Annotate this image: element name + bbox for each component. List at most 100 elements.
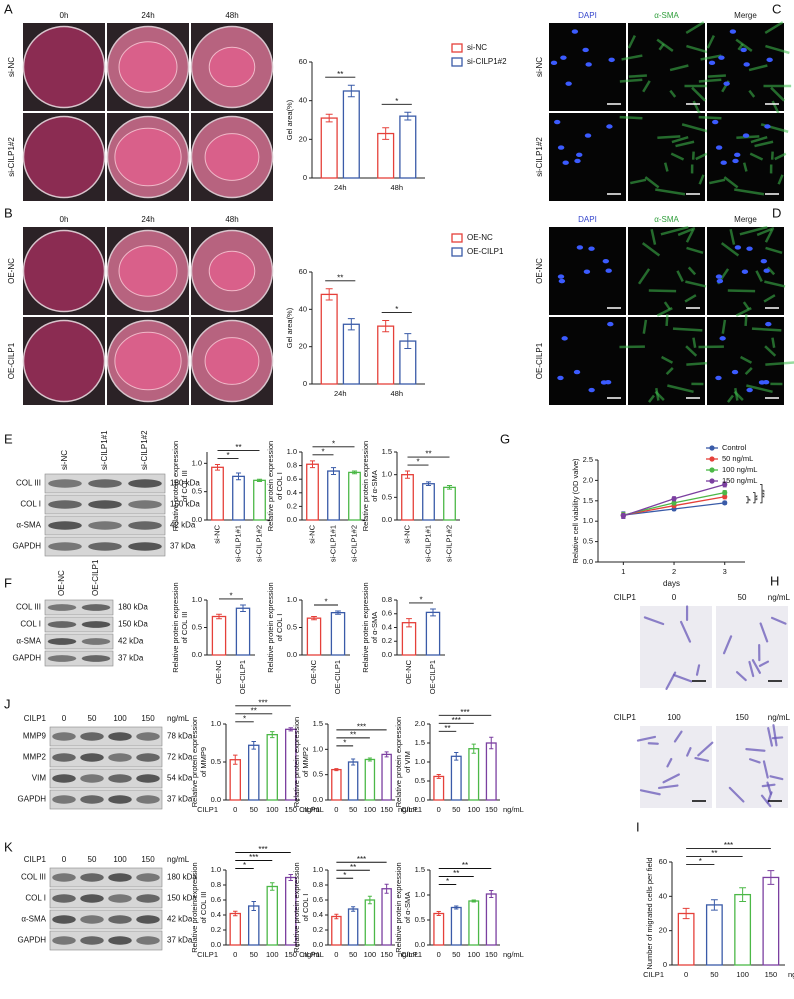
fiber bbox=[691, 86, 707, 102]
fiber bbox=[642, 80, 651, 93]
x-tick-label: OE-CILP1 bbox=[238, 660, 247, 694]
band bbox=[108, 795, 132, 804]
y-tick-label: 0.5 bbox=[192, 487, 202, 496]
y-axis-label: Relative protein expression bbox=[190, 717, 199, 807]
nucleus bbox=[588, 387, 595, 393]
lane-label: 150 bbox=[141, 714, 155, 723]
cell bbox=[770, 616, 787, 625]
row-label: si-NC bbox=[535, 57, 544, 77]
band bbox=[80, 795, 104, 804]
blot-strip bbox=[49, 867, 163, 888]
cell bbox=[657, 784, 679, 790]
bar bbox=[401, 622, 417, 656]
significance-bracket bbox=[746, 496, 749, 504]
significance-label: ** bbox=[425, 450, 431, 459]
error-bar bbox=[251, 740, 256, 750]
fiber bbox=[764, 228, 774, 243]
gel bbox=[208, 250, 256, 292]
significance-label: ** bbox=[350, 863, 356, 872]
cell bbox=[662, 773, 680, 784]
significance-label: ** bbox=[462, 861, 468, 870]
significance-label: * bbox=[324, 598, 327, 607]
cell bbox=[686, 747, 692, 757]
bar bbox=[381, 888, 392, 946]
y-axis-label: Relative protein expression bbox=[171, 582, 180, 672]
legend-marker bbox=[709, 445, 715, 451]
bar bbox=[734, 893, 752, 966]
significance-label: ** bbox=[251, 706, 257, 715]
significance-label: *** bbox=[460, 708, 469, 717]
band bbox=[108, 774, 132, 783]
significance-bracket bbox=[753, 492, 756, 504]
bar bbox=[347, 761, 359, 801]
size-label: 180 kDa bbox=[167, 873, 197, 882]
treatment-label: CILP1 bbox=[614, 713, 637, 722]
significance-label: * bbox=[416, 458, 419, 467]
error-bar bbox=[430, 608, 436, 617]
x-tick-label: 50 bbox=[349, 805, 357, 814]
gel bbox=[204, 133, 260, 181]
band bbox=[136, 774, 160, 783]
nucleus bbox=[554, 119, 561, 125]
y-tick-label: 40 bbox=[299, 96, 307, 105]
fiber bbox=[739, 355, 753, 364]
column-label: DAPI bbox=[578, 215, 597, 224]
band bbox=[108, 894, 132, 903]
fiber bbox=[671, 135, 689, 144]
x-tick-label: 150 bbox=[485, 950, 498, 959]
nucleus bbox=[719, 336, 726, 341]
x-tick-label: 100 bbox=[364, 805, 377, 814]
x-tick-label: 50 bbox=[452, 950, 460, 959]
panel-label: H bbox=[770, 573, 779, 588]
y-tick-label: 0.2 bbox=[382, 636, 392, 645]
blot-strip bbox=[49, 768, 163, 789]
row-label: si-CILP1#2 bbox=[535, 137, 544, 177]
fiber bbox=[619, 78, 643, 83]
band bbox=[52, 732, 76, 741]
y-tick-label: 2.0 bbox=[583, 475, 593, 484]
fiber bbox=[744, 314, 748, 327]
y-tick-label: 0.0 bbox=[415, 795, 425, 804]
panel-label: E bbox=[4, 431, 13, 446]
fiber bbox=[765, 361, 794, 366]
nucleus bbox=[741, 269, 749, 274]
protein-label: COL I bbox=[20, 500, 41, 509]
bar bbox=[211, 466, 224, 521]
x-tick-label: si-CILP1#1 bbox=[233, 525, 242, 562]
error-bar bbox=[404, 470, 411, 479]
protein-label: COL I bbox=[25, 894, 46, 903]
error-bar bbox=[351, 758, 356, 766]
band bbox=[88, 479, 122, 488]
band bbox=[136, 936, 160, 945]
bar bbox=[468, 900, 480, 946]
nucleus bbox=[583, 269, 591, 274]
band bbox=[52, 873, 76, 882]
significance-label: *** bbox=[452, 716, 461, 725]
fiber bbox=[720, 242, 740, 257]
fiber bbox=[742, 301, 750, 310]
y-tick-label: 1.0 bbox=[313, 744, 323, 753]
fiber bbox=[656, 38, 674, 52]
error-bar bbox=[384, 883, 389, 894]
y-tick-label: 1.0 bbox=[211, 719, 221, 728]
fiber bbox=[687, 266, 697, 276]
fiber bbox=[685, 21, 705, 34]
micrograph bbox=[549, 23, 626, 111]
error-bar bbox=[710, 899, 718, 911]
micrograph bbox=[549, 317, 626, 405]
y-tick-label: 0.0 bbox=[211, 940, 221, 949]
legend-marker bbox=[709, 478, 715, 484]
x-tick-label: 0 bbox=[334, 805, 338, 814]
error-bar bbox=[288, 727, 293, 732]
panel-label: I bbox=[636, 819, 640, 834]
band bbox=[108, 732, 132, 741]
fiber bbox=[621, 54, 643, 61]
point bbox=[722, 494, 728, 500]
x-unit-label: ng/mL bbox=[503, 805, 524, 814]
size-label: 150 kDa bbox=[118, 620, 148, 629]
error-bar bbox=[216, 613, 222, 620]
band bbox=[88, 542, 122, 551]
y-tick-label: 40 bbox=[659, 891, 667, 900]
x-tick-label: 50 bbox=[250, 805, 258, 814]
protein-label: GAPDH bbox=[13, 542, 42, 551]
